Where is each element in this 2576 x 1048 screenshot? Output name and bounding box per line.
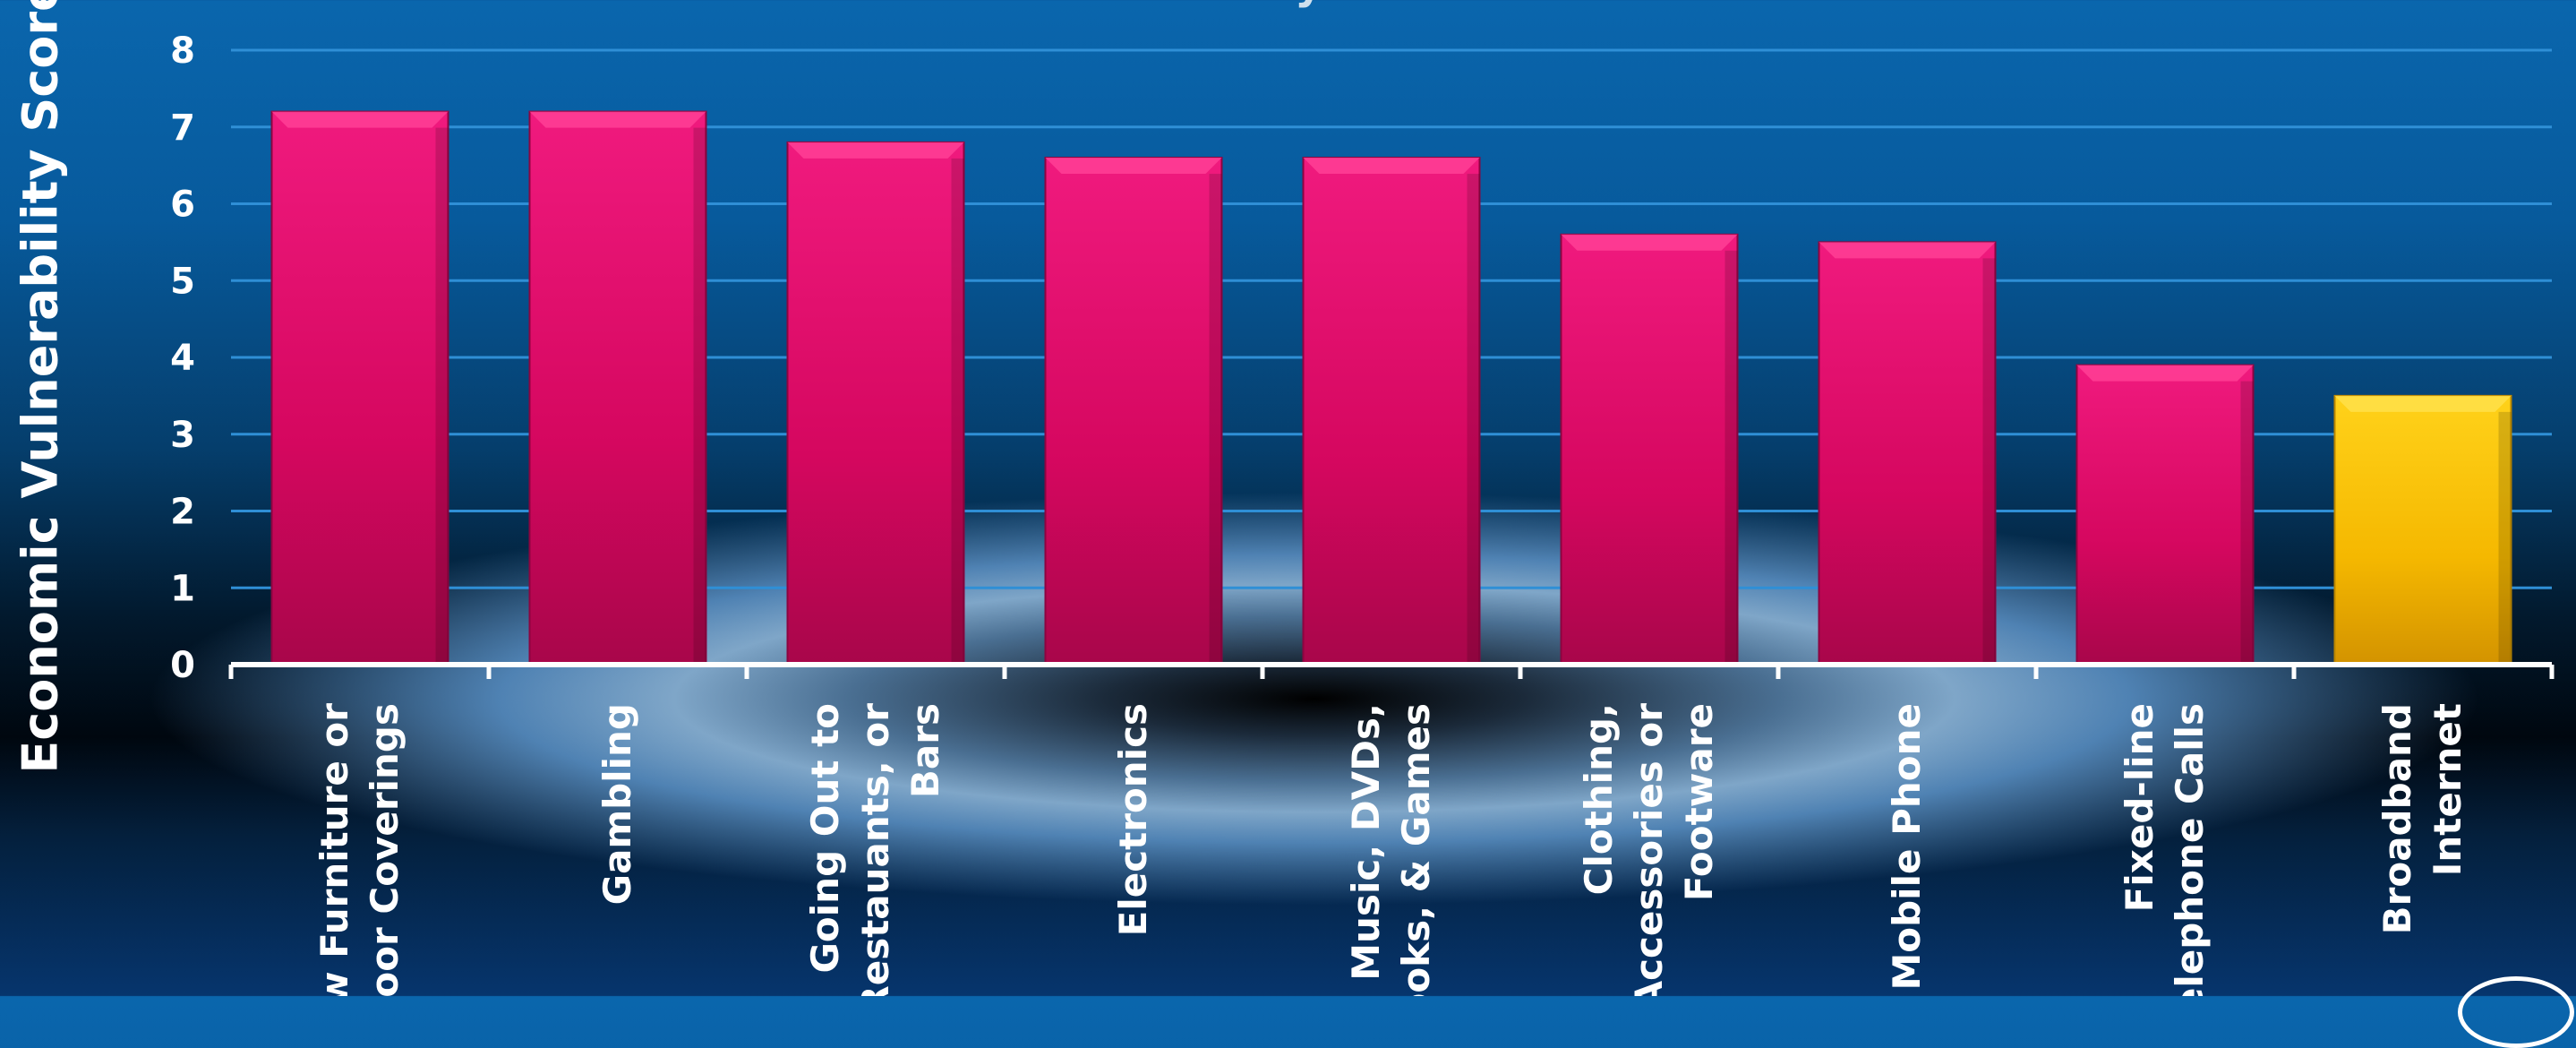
x-tick-label-line: Accessories or [1627, 703, 1671, 996]
y-tick-label: 3 [170, 415, 195, 456]
bar-shade [1724, 250, 1738, 665]
x-tick-label-line: Books, & Games [1394, 703, 1438, 996]
x-tick-label-line: Restauants, or [853, 703, 897, 996]
bar [2075, 364, 2255, 666]
x-tick-label-line: Going Out to [803, 703, 847, 974]
axis-layer [228, 662, 2555, 679]
bar-bevel [1303, 158, 1480, 175]
x-tick-label: Going Out to Restauants, or Bars [803, 703, 947, 996]
y-tick-label: 8 [170, 30, 195, 72]
x-tick-label-line: Music, DVDs, [1344, 703, 1388, 981]
x-tick-label-line: New Furniture or [312, 703, 356, 996]
x-tick-label: Clothing, Accessories or Footware [1577, 703, 1721, 996]
x-tick-label-line: Clothing, [1577, 703, 1621, 895]
y-tick-label: 1 [170, 568, 195, 609]
bar-shade [1467, 174, 1480, 666]
bar-group [2333, 394, 2512, 666]
bar [1044, 157, 1223, 666]
bar [1302, 157, 1481, 666]
bar-group [528, 110, 707, 666]
bar [786, 141, 965, 666]
x-tick-label: Music, DVDs, Books, & Games [1344, 703, 1438, 996]
y-tick-label: 6 [170, 185, 195, 226]
x-tick-label-line: Electronics [1111, 703, 1155, 936]
bar [2333, 394, 2512, 666]
bar-shade [693, 127, 706, 666]
x-tick-label: Fixed-line Telephone Calls [2118, 703, 2212, 996]
x-tick-label: Electronics [1111, 703, 1155, 936]
x-tick-label-line: Floor Coverings [363, 703, 407, 996]
x-tick-label: New Furniture or Floor Coverings [312, 703, 407, 996]
logo-mark [2458, 976, 2574, 1048]
bar-group [1302, 157, 1481, 666]
bar-bevel [271, 111, 449, 128]
bar-shade [1982, 258, 1996, 665]
bar-bevel [2334, 395, 2512, 412]
bars-layer [270, 110, 2512, 666]
y-tick-label: 5 [170, 261, 195, 302]
labels-layer: 0 1 2 3 4 5 6 7 8 New Furniture or Floor Coverings… [170, 30, 2469, 996]
x-tick-label-line: Broadband [2375, 703, 2419, 934]
x-tick-label-line: Internet [2426, 703, 2469, 876]
bar-shade [1209, 174, 1222, 666]
x-tick-label: Gambling [595, 703, 639, 905]
bar-shade [2498, 411, 2512, 665]
x-tick-label-line: Footware [1677, 703, 1721, 901]
bar-group [2075, 364, 2255, 666]
bar [528, 110, 707, 666]
bar [1818, 241, 1997, 666]
bar-bevel [787, 142, 964, 159]
x-tick-label-line: Telephone Calls [2168, 703, 2212, 996]
bar-bevel [1045, 158, 1222, 175]
bar-group [1818, 241, 1997, 666]
bar-shade [951, 158, 964, 665]
bar-group [1560, 233, 1739, 666]
bar [1560, 233, 1739, 666]
x-tick-label-line: Fixed-line [2118, 703, 2161, 912]
bar-shade [2240, 381, 2254, 665]
bar-shade [435, 127, 449, 666]
bar [270, 110, 449, 666]
bar-bevel [1819, 242, 1996, 259]
y-tick-label: 0 [170, 645, 195, 686]
bar-bevel [2076, 365, 2254, 382]
x-tick-label: Broadband Internet [2375, 703, 2469, 934]
bar-group [1044, 157, 1223, 666]
bar-chart: 0 1 2 3 4 5 6 7 8 New Furniture or Floor Coverings… [170, 30, 2555, 996]
bar-bevel [1561, 234, 1738, 251]
y-tick-label: 2 [170, 492, 195, 533]
bar-group [786, 141, 965, 666]
x-tick-label-line: Mobile Phone [1885, 703, 1929, 991]
chart-title-fragment: Economic Vulnerability of Household Item… [0, 0, 2576, 9]
bar-bevel [529, 111, 706, 128]
x-tick-label-line: Gambling [595, 703, 639, 905]
y-tick-label: 7 [170, 107, 195, 149]
x-tick-label-line: Bars [903, 703, 947, 798]
bar-group [270, 110, 449, 666]
y-tick-label: 4 [170, 338, 195, 379]
x-tick-label: Mobile Phone [1885, 703, 1929, 991]
